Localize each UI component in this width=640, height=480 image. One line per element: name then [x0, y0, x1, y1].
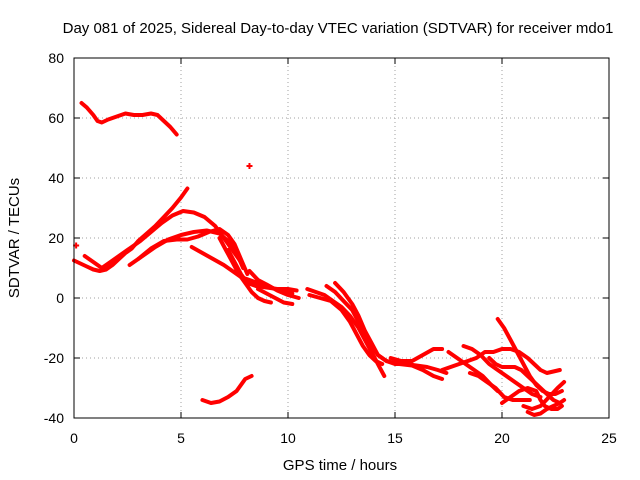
series-arc-19 [467, 371, 532, 402]
series-arc-18 [461, 344, 543, 399]
x-tick-label: 10 [280, 430, 296, 446]
x-tick-labels: 0 5 10 15 20 25 [70, 430, 617, 446]
gridlines [74, 58, 609, 418]
y-tick-label: 20 [48, 230, 64, 246]
data-traces [72, 101, 567, 417]
x-tick-label: 20 [494, 430, 510, 446]
series-arc-12 [305, 287, 387, 378]
y-tick-label: 0 [56, 290, 64, 306]
x-tick-label: 5 [177, 430, 185, 446]
y-tick-label: 60 [48, 110, 64, 126]
series-arc-15 [333, 281, 445, 381]
series-arc-24 [525, 398, 567, 417]
data-point [246, 163, 253, 169]
series-arc-25 [521, 380, 567, 411]
x-axis-label: GPS time / hours [283, 457, 397, 474]
axis-ticks [73, 57, 610, 419]
chart-title: Day 081 of 2025, Sidereal Day-to-day VTE… [63, 20, 614, 37]
y-tick-label: 80 [48, 50, 64, 66]
x-tick-label: 25 [601, 430, 617, 446]
y-axis-label: SDTVAR / TECUs [6, 178, 23, 298]
y-tick-label: 40 [48, 170, 64, 186]
y-tick-label: -20 [44, 350, 64, 366]
series-arc-8 [226, 248, 299, 293]
x-tick-label: 0 [70, 430, 78, 446]
series-arc-6 [189, 245, 295, 296]
series-arc-13 [307, 293, 385, 366]
series-arc-16 [388, 347, 445, 363]
series-arc-22 [487, 356, 562, 405]
y-tick-labels: -40 -20 0 20 40 60 80 [44, 50, 64, 426]
series-arc-21 [495, 317, 564, 396]
series-arc-23 [500, 386, 564, 411]
series-arc-20 [440, 347, 562, 375]
series-arc-10 [256, 287, 295, 306]
series-arc-1 [79, 101, 179, 137]
y-tick-label: -40 [44, 410, 64, 426]
series-arc-5 [136, 227, 250, 276]
series-arc-9 [247, 269, 301, 300]
x-tick-label: 15 [387, 430, 403, 446]
series-arc-11 [200, 374, 254, 405]
